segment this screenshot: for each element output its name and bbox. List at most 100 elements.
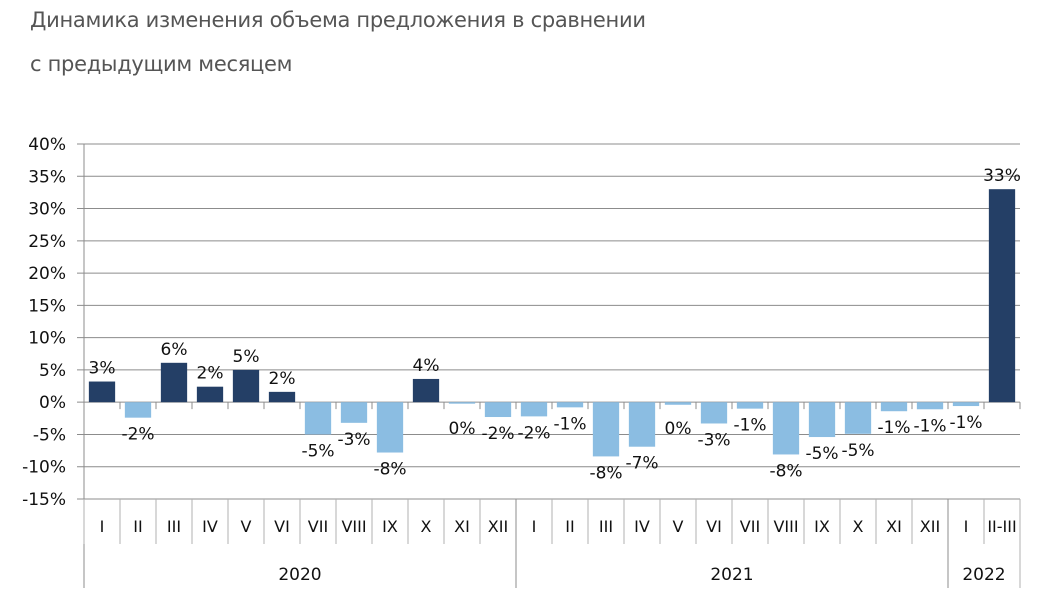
x-category-label: II [133,517,142,536]
bar [628,402,656,447]
y-tick-label: 30% [28,200,66,220]
x-category-label: XI [454,517,470,536]
x-category-label: X [853,517,864,536]
data-label: -1% [913,416,946,436]
x-category-label: IV [634,517,650,536]
bar [916,402,944,410]
data-label: -1% [553,414,586,434]
data-label: 0% [665,419,692,439]
chart-title-line-1: Динамика изменения объема предложения в … [30,8,646,32]
x-category-label: VII [308,517,328,536]
data-labels: 3%-2%6%2%5%2%-5%-3%-8%4%0% -2% -2% -1%-8% -7… [89,166,1021,483]
data-label: -1% [877,418,910,438]
data-label: -2% [121,425,154,445]
x-category-label: XII [920,517,940,536]
chart-title-line-2: с предыдущим месяцем [30,52,293,76]
x-group-label: 2020 [278,565,321,585]
data-label: -2% [517,423,550,443]
data-label: -5% [805,444,838,464]
bar [376,402,404,453]
x-axis-group-labels: 2020 2021 2022 [278,565,1005,585]
y-tick-label: 5% [39,361,66,381]
bar [952,402,980,407]
y-tick-label: 0% [39,393,66,413]
bar [160,362,188,403]
bar [484,402,512,418]
x-category-label: II [565,517,574,536]
data-label: -1% [733,416,766,436]
bar [880,402,908,412]
y-tick-label: 15% [28,296,66,316]
data-label: -3% [697,430,730,450]
y-axis-tick-labels: 40% 35% 30% 25% 20% 15% 10% 5% 0% -5% -10% -15% [22,135,66,510]
data-label: 0% [449,419,476,439]
bar [556,402,584,408]
bar [448,402,476,404]
bar [412,378,440,403]
data-label: 6% [161,340,188,360]
data-label: -3% [337,430,370,450]
y-tick-label: -10% [22,458,66,478]
x-category-label: VI [706,517,722,536]
bar [340,402,368,423]
x-category-label: X [421,517,432,536]
y-tick-label: -15% [22,490,66,510]
x-axis-category-labels: I II III IV V VI VII VIII IX X XI XII I II III IV V VI VII… [100,517,1017,536]
y-tick-label: 20% [28,264,66,284]
bar [88,381,116,403]
x-group-label: 2021 [710,565,753,585]
data-label: 2% [269,369,296,389]
bar [844,402,872,434]
y-tick-label: 25% [28,232,66,252]
x-category-label: V [241,517,252,536]
data-label: -1% [949,413,982,433]
bar [808,402,836,438]
bar [268,391,296,403]
data-label: -5% [841,441,874,461]
x-category-label: VIII [773,517,798,536]
bar [520,402,548,417]
x-category-label: I [100,517,105,536]
x-category-label: IX [814,517,830,536]
bar [700,402,728,424]
x-category-label: XI [886,517,902,536]
x-category-label: VII [740,517,760,536]
data-label: -7% [625,454,658,474]
data-label: 33% [983,166,1021,186]
data-label: 3% [89,359,116,379]
y-tick-label: 10% [28,329,66,349]
bar [232,369,260,403]
data-label: 5% [233,347,260,367]
data-label: -8% [769,461,802,481]
axes [83,144,1021,588]
y-tick-label: -5% [33,425,66,445]
x-category-label: V [673,517,684,536]
x-category-label: III [167,517,181,536]
bar [664,402,692,405]
bar [736,402,764,409]
data-label: 2% [197,364,224,384]
bar [592,402,620,457]
x-category-label: I [964,517,969,536]
y-tick-label: 35% [28,167,66,187]
data-label: -5% [301,441,334,461]
y-tick-label: 40% [28,135,66,155]
data-label: -8% [373,460,406,480]
x-category-label: III [599,517,613,536]
data-label: -8% [589,463,622,483]
bar [304,402,332,435]
data-label: 4% [413,356,440,376]
x-category-label: VI [274,517,290,536]
x-category-label: XII [488,517,508,536]
bar [196,386,224,403]
bars [88,189,1016,457]
x-category-label: IV [202,517,218,536]
x-category-label: VIII [341,517,366,536]
x-category-label: I [532,517,537,536]
gridlines [77,143,1020,500]
data-label: -2% [481,424,514,444]
bar [988,189,1016,403]
bar [772,402,800,455]
x-category-label: II-III [987,517,1016,536]
